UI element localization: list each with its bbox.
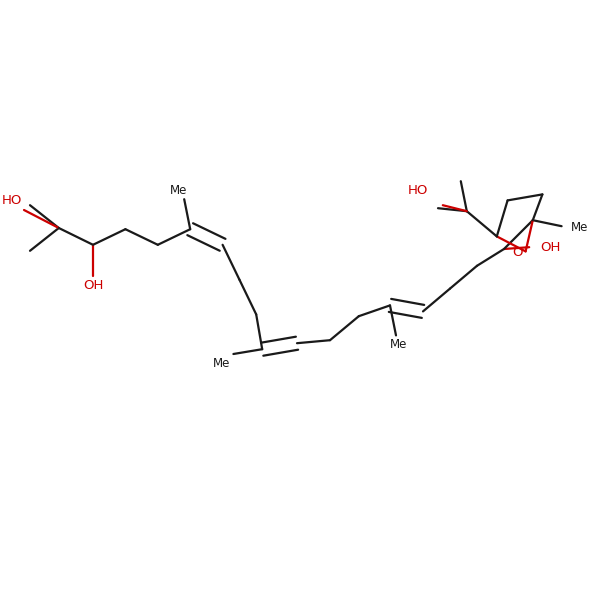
- Text: Me: Me: [213, 357, 230, 370]
- Text: O: O: [512, 246, 523, 259]
- Text: OH: OH: [540, 241, 560, 254]
- Text: OH: OH: [83, 279, 103, 292]
- Text: HO: HO: [2, 194, 22, 208]
- Text: Me: Me: [391, 338, 407, 351]
- Text: Me: Me: [571, 221, 589, 234]
- Text: Me: Me: [170, 184, 187, 197]
- Text: HO: HO: [407, 184, 428, 197]
